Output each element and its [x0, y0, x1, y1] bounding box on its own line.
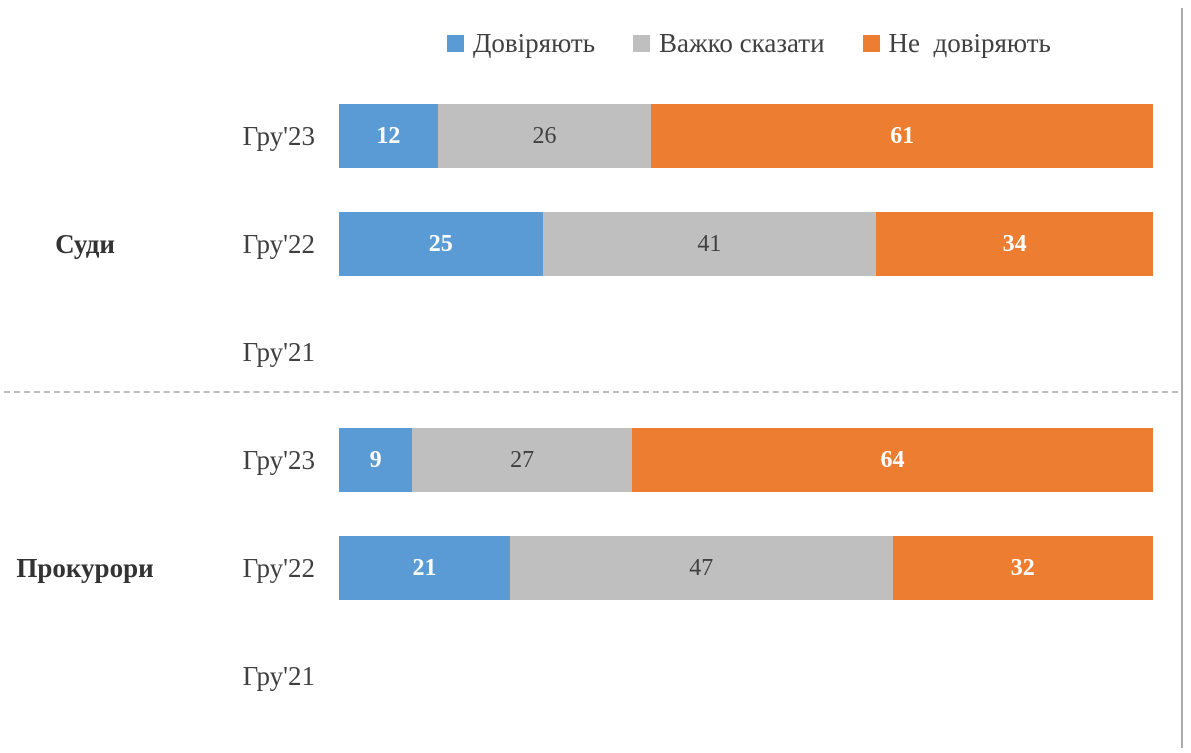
legend-swatch-icon [862, 35, 880, 52]
group-label: Прокурори [16, 553, 154, 583]
period-label: Гру'21 [242, 337, 315, 367]
legend-item: Важко сказати [633, 30, 825, 57]
bar-segment: 41 [542, 212, 877, 276]
legend: Довіряють Важко сказати Не довіряють [447, 30, 1051, 57]
bar-segment: 64 [632, 428, 1153, 492]
right-border-line [1181, 8, 1183, 748]
bar-segment: 47 [509, 536, 893, 600]
group-label: Суди [55, 229, 115, 259]
stacked-bar: 12 26 61 [339, 104, 1153, 168]
legend-label: Довіряють [473, 28, 596, 58]
chart-row: Гру'21 [0, 320, 1191, 384]
period-label: Гру'21 [242, 661, 315, 691]
legend-label: Важко сказати [659, 28, 825, 58]
legend-item: Не довіряють [862, 28, 1051, 58]
bar-segment: 61 [651, 104, 1153, 168]
chart-row: Гру'22 21 47 32 [0, 536, 1191, 600]
bar-segment: 21 [339, 536, 510, 600]
chart-row: Гру'22 25 41 34 [0, 212, 1191, 276]
legend-label: Не довіряють [888, 28, 1051, 58]
bar-segment: 32 [892, 536, 1153, 600]
chart-row: Гру'21 [0, 644, 1191, 708]
stacked-bar: 21 47 32 [339, 536, 1153, 600]
chart-row: Гру'23 9 27 64 [0, 428, 1191, 492]
bar-segment: 26 [437, 104, 652, 168]
period-label: Гру'22 [242, 553, 315, 583]
legend-swatch-icon [447, 35, 464, 52]
bar-segment: 9 [339, 428, 413, 492]
bar-segment: 12 [339, 104, 438, 168]
period-label: Гру'22 [242, 229, 315, 259]
bar-segment: 25 [339, 212, 543, 276]
chart-row: Гру'23 12 26 61 [0, 104, 1191, 168]
period-label: Гру'23 [242, 121, 315, 151]
bar-segment: 34 [876, 212, 1153, 276]
period-label: Гру'23 [242, 445, 315, 475]
legend-item: Довіряють [447, 30, 595, 57]
legend-swatch-icon [633, 35, 651, 52]
group-divider-dashed-line [4, 391, 1178, 393]
bar-segment: 27 [412, 428, 633, 492]
stacked-bar: 9 27 64 [339, 428, 1153, 492]
stacked-bar: 25 41 34 [339, 212, 1153, 276]
